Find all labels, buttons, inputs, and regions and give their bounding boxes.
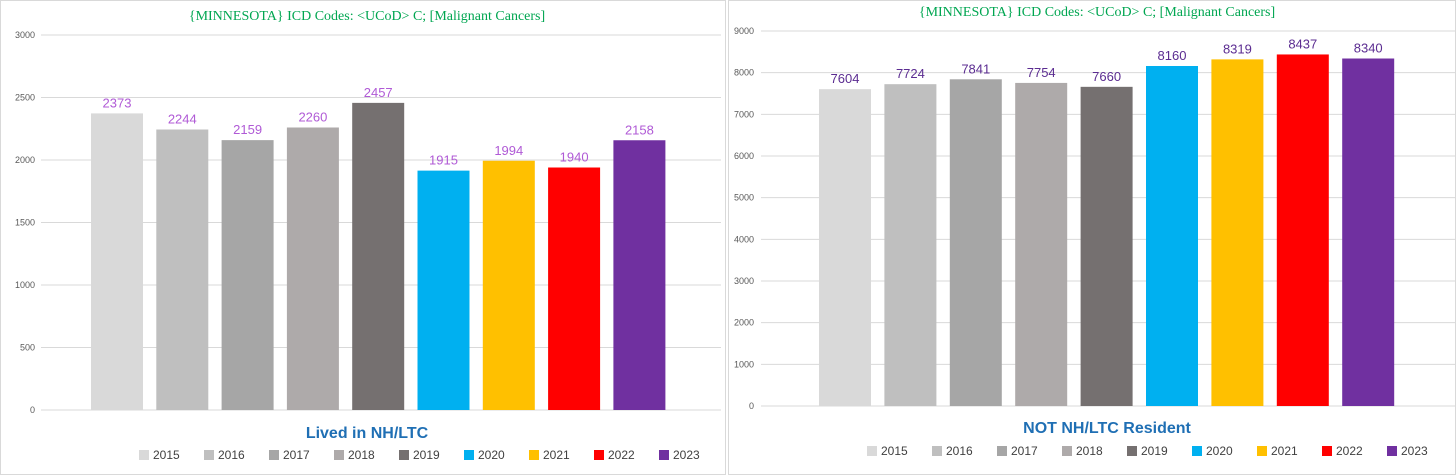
bar-2017 [221, 140, 274, 410]
bar-2021 [482, 160, 535, 410]
data-label-2023: 2158 [625, 122, 654, 137]
legend-swatch-2020 [464, 450, 474, 460]
legend-label-2015: 2015 [881, 444, 908, 458]
bar-2018 [1015, 82, 1068, 407]
y-tick-label: 1500 [15, 218, 35, 228]
legend-label-2023: 2023 [673, 448, 700, 462]
legend-swatch-2023 [659, 450, 669, 460]
data-label-2015: 7604 [831, 71, 860, 86]
data-label-2021: 8319 [1223, 41, 1252, 56]
data-label-2018: 7754 [1027, 65, 1056, 80]
data-label-2019: 7660 [1092, 69, 1121, 84]
bar-2020 [1146, 66, 1198, 406]
y-tick-label: 2000 [734, 318, 754, 328]
chart-svg-left: 0 500 1000 1500 2000 2500 3000 2373 2244 2159 2260… [15, 9, 721, 462]
legend-label-2021: 2021 [1271, 444, 1298, 458]
bar-2017 [949, 79, 1002, 407]
y-tick-label: 500 [20, 343, 35, 353]
bar-2019 [1080, 86, 1133, 406]
bar-2022 [1276, 54, 1329, 406]
data-label-2016: 7724 [896, 66, 925, 81]
bar-2018 [286, 127, 339, 410]
bar-2016 [884, 84, 937, 407]
legend-swatch-2023 [1387, 446, 1397, 456]
chart-caption: NOT NH/LTC Resident [1023, 420, 1191, 437]
data-label-2018: 2260 [298, 110, 327, 125]
data-label-2017: 2159 [233, 122, 262, 137]
legend-swatch-2015 [139, 450, 149, 460]
data-label-2019: 2457 [364, 85, 393, 100]
chart-panel-left: 0 500 1000 1500 2000 2500 3000 2373 2244 2159 2260… [0, 0, 726, 475]
legend-swatch-2021 [1257, 446, 1267, 456]
y-tick-label: 1000 [15, 280, 35, 290]
legend-swatch-2018 [334, 450, 344, 460]
legend-label-2023: 2023 [1401, 444, 1428, 458]
bar-2019 [352, 102, 405, 410]
bar-2015 [819, 89, 871, 407]
bar-2020 [417, 170, 470, 410]
bar-2022 [548, 167, 601, 410]
y-tick-label: 4000 [734, 234, 754, 244]
legend-swatch-2015 [867, 446, 877, 456]
chart-panel-right: 0 1000 2000 3000 4000 5000 6000 7000 8000 9000 760… [728, 0, 1456, 475]
legend-swatch-2022 [594, 450, 604, 460]
chart-title: {MINNESOTA} ICD Codes: <UCoD> C; [Malign… [189, 9, 545, 24]
chart-svg-right: 0 1000 2000 3000 4000 5000 6000 7000 8000 9000 760… [734, 5, 1455, 458]
data-label-2021: 1994 [494, 143, 523, 158]
legend-swatch-2019 [1127, 446, 1137, 456]
bar-2016 [156, 129, 209, 410]
data-label-2023: 8340 [1354, 41, 1383, 56]
y-tick-label: 2500 [15, 93, 35, 103]
bar-2021 [1211, 59, 1264, 406]
legend-label-2016: 2016 [218, 448, 245, 462]
legend-label-2022: 2022 [1336, 444, 1363, 458]
y-tick-label: 3000 [15, 30, 35, 40]
data-label-2020: 1915 [429, 153, 458, 168]
y-tick-label: 7000 [734, 109, 754, 119]
legend-label-2016: 2016 [946, 444, 973, 458]
y-tick-label: 5000 [734, 193, 754, 203]
legend-label-2021: 2021 [543, 448, 570, 462]
legend-label-2020: 2020 [478, 448, 505, 462]
legend-swatch-2016 [932, 446, 942, 456]
legend-label-2015: 2015 [153, 448, 180, 462]
y-tick-label: 0 [30, 405, 35, 415]
y-tick-label: 2000 [15, 155, 35, 165]
legend-label-2018: 2018 [1076, 444, 1103, 458]
legend-swatch-2020 [1192, 446, 1202, 456]
legend-label-2017: 2017 [1011, 444, 1038, 458]
legend-swatch-2017 [997, 446, 1007, 456]
legend-swatch-2018 [1062, 446, 1072, 456]
legend-label-2022: 2022 [608, 448, 635, 462]
data-label-2017: 7841 [961, 61, 990, 76]
legend-swatch-2016 [204, 450, 214, 460]
legend-swatch-2021 [529, 450, 539, 460]
bar-2015 [91, 113, 143, 410]
y-tick-label: 8000 [734, 68, 754, 78]
legend-label-2019: 2019 [1141, 444, 1168, 458]
legend-swatch-2017 [269, 450, 279, 460]
y-tick-label: 3000 [734, 276, 754, 286]
y-tick-label: 9000 [734, 26, 754, 36]
legend-swatch-2022 [1322, 446, 1332, 456]
data-label-2020: 8160 [1158, 48, 1187, 63]
data-label-2015: 2373 [103, 95, 132, 110]
legend-label-2018: 2018 [348, 448, 375, 462]
bar-2023 [1342, 58, 1395, 406]
y-tick-label: 6000 [734, 151, 754, 161]
y-tick-label: 0 [749, 401, 754, 411]
chart-caption: Lived in NH/LTC [306, 425, 429, 442]
legend-label-2020: 2020 [1206, 444, 1233, 458]
y-tick-label: 1000 [734, 359, 754, 369]
chart-title: {MINNESOTA} ICD Codes: <UCoD> C; [Malign… [919, 5, 1275, 20]
legend-swatch-2019 [399, 450, 409, 460]
data-label-2022: 1940 [560, 150, 589, 165]
bar-2023 [613, 140, 666, 410]
legend-label-2017: 2017 [283, 448, 310, 462]
data-label-2022: 8437 [1288, 36, 1317, 51]
legend-label-2019: 2019 [413, 448, 440, 462]
data-label-2016: 2244 [168, 112, 197, 127]
